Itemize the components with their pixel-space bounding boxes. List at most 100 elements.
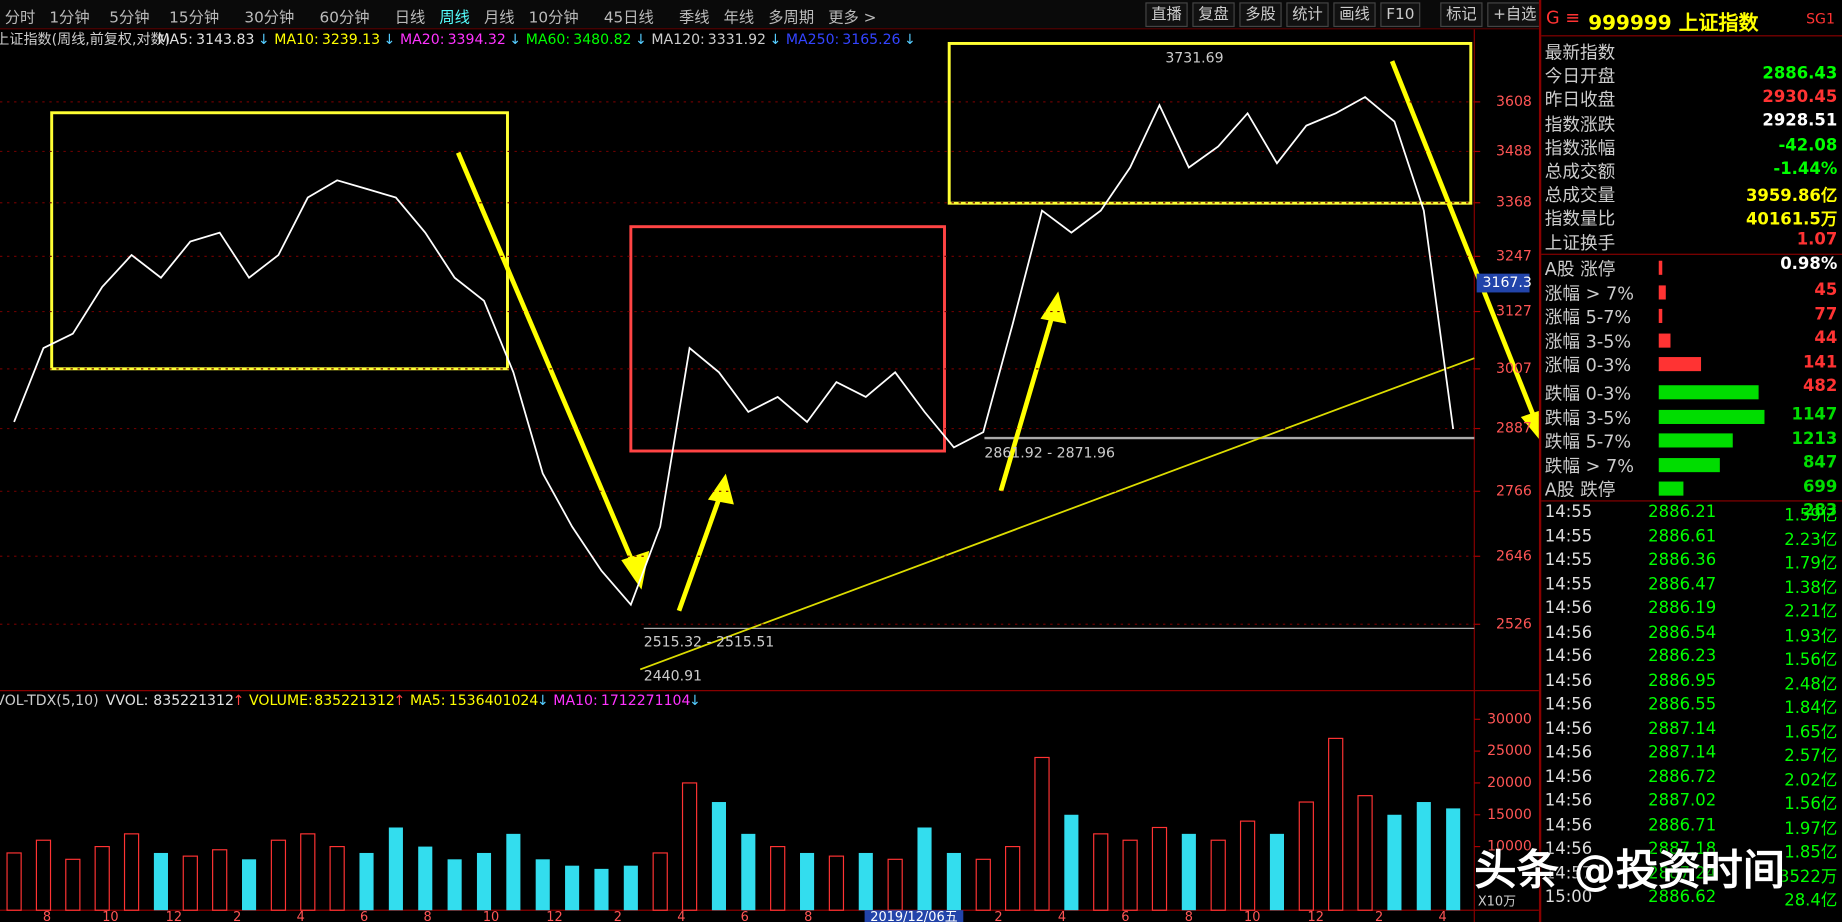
indicator-arrow: ↓: [769, 32, 781, 48]
tick-time: 14:56: [1544, 598, 1593, 618]
period-tab[interactable]: 年线: [723, 9, 755, 28]
volume-bar: [6, 852, 22, 911]
annotation: 2440.91: [644, 669, 702, 685]
tick-time: 14:56: [1544, 695, 1593, 715]
tool-button[interactable]: F10: [1380, 2, 1421, 28]
indicator-value: 1712271104: [601, 693, 691, 709]
stat-value: 2930.45: [1762, 88, 1838, 108]
x-tick-label: 4: [1438, 910, 1446, 922]
volume-bar: [418, 846, 433, 911]
volume-bar: [94, 845, 110, 911]
x-tick-label: 10: [483, 910, 499, 922]
period-tab[interactable]: 30分钟: [244, 9, 295, 28]
x-tick-label: 4: [677, 910, 685, 922]
tool-button[interactable]: 标记: [1440, 2, 1483, 28]
volume-bar: [946, 852, 961, 911]
indicator-arrow: ↓: [635, 32, 647, 48]
breadth-row: A股 跌停 283: [1545, 477, 1838, 521]
tool-button[interactable]: 统计: [1286, 2, 1329, 28]
indicator-value: 3394.32: [448, 32, 506, 48]
volume-bar: [917, 827, 932, 911]
stat-value: -1.44%: [1773, 159, 1838, 179]
tick-price: 2886.61: [1648, 526, 1717, 546]
indicator-value: 3143.83: [196, 32, 254, 48]
period-tab[interactable]: 月线: [483, 9, 515, 28]
tick-amount: 1.56亿: [1784, 650, 1838, 670]
y-tick-label: 3488: [1496, 143, 1532, 159]
indicator-value: 3331.92: [708, 32, 766, 48]
x-tick-label: 6: [741, 910, 749, 922]
period-tab[interactable]: 5分钟: [109, 9, 150, 28]
highlight-box: [50, 111, 509, 371]
y-tick-label: 2766: [1496, 483, 1532, 499]
indicator-arrow: ↓: [904, 32, 916, 48]
volume-bar: [770, 845, 786, 911]
breadth-value: 141: [1802, 353, 1838, 373]
menu-mark: G ≡: [1545, 7, 1581, 29]
volume-bar: [711, 802, 726, 911]
toolbar: 分时 1分钟 5分钟 15分钟 30分钟 60分钟 日线 周线 月线 10分钟 45日线 季线 年线 多周…: [0, 0, 1590, 30]
stat-value: 3959.86亿: [1745, 186, 1838, 206]
tick-price: 2886.54: [1648, 623, 1717, 642]
breadth-bar: [1658, 482, 1684, 497]
stat-row: 上证换手 0.98%: [1545, 230, 1838, 273]
volume-bar: [1446, 808, 1461, 911]
period-tab[interactable]: 60分钟: [319, 9, 370, 28]
stat-row: 昨日收盘 2928.51: [1545, 87, 1838, 131]
indicator-arrow: ↓: [509, 32, 521, 48]
tick-amount: 1.59亿: [1784, 506, 1838, 526]
volume-bar: [476, 852, 492, 911]
breadth-value: 1147: [1791, 405, 1838, 424]
period-tab[interactable]: 10分钟: [528, 9, 579, 28]
y-tick-label: 30000: [1487, 711, 1532, 727]
volume-bar: [447, 859, 462, 911]
volume-bar: [388, 827, 403, 911]
tool-button[interactable]: +自选: [1487, 2, 1543, 28]
volume-bar: [123, 833, 140, 911]
period-tab[interactable]: 45日线: [603, 9, 654, 28]
y-tick-label: 3368: [1496, 195, 1532, 211]
stat-row: 今日开盘 2930.45: [1544, 64, 1838, 107]
tick-price: 2887.24: [1648, 863, 1717, 883]
breadth-label: 跌幅 0-3%: [1544, 382, 1632, 405]
volume-bar: [1004, 845, 1021, 911]
stat-label: 今日开盘: [1544, 65, 1616, 88]
tool-button[interactable]: 多股: [1239, 2, 1282, 28]
indicator-arrow: ↓: [384, 32, 396, 48]
volume-bar: [212, 849, 228, 911]
period-tab[interactable]: 多周期: [768, 9, 815, 28]
tick-amount: 28.4亿: [1784, 891, 1838, 911]
tool-button[interactable]: 直播: [1145, 2, 1188, 28]
indicator-arrow: ↓: [537, 693, 549, 709]
x-tick-label: 6: [360, 910, 368, 922]
stat-value: 1.07: [1796, 230, 1838, 250]
x-tick-label: 2: [1375, 910, 1383, 922]
stat-row: 指数涨跌 -42.08: [1545, 111, 1838, 154]
stat-value: 2928.51: [1762, 112, 1838, 131]
indicator-name: VOLUME:: [249, 693, 313, 709]
period-tab[interactable]: 日线: [394, 9, 426, 28]
tool-button[interactable]: 复盘: [1192, 2, 1235, 28]
breadth-row: A股 涨停 45: [1545, 256, 1838, 299]
period-tab[interactable]: 1分钟: [49, 9, 90, 28]
stat-row: 指数涨幅 -1.44%: [1544, 135, 1838, 178]
period-tab[interactable]: 15分钟: [169, 9, 220, 28]
tool-button[interactable]: 画线: [1333, 2, 1376, 28]
period-tab[interactable]: 周线: [439, 9, 470, 28]
x-tick-label: 2: [614, 910, 622, 922]
tick-time: 14:55: [1544, 574, 1593, 594]
period-tab[interactable]: 更多 >: [828, 9, 877, 28]
stat-row: 最新指数 2886.43: [1545, 40, 1838, 83]
period-tab[interactable]: 季线: [679, 9, 710, 28]
tick-time: 14:55: [1544, 526, 1593, 546]
breadth-row: 跌幅 3-5% 1213: [1545, 405, 1838, 448]
tick-price: 2887.18: [1648, 839, 1717, 859]
x-tick-label: 10: [102, 910, 118, 922]
breadth-label: 涨幅 0-3%: [1544, 355, 1632, 377]
volume-bar: [65, 858, 81, 911]
tick-amount: 2.57亿: [1784, 746, 1838, 766]
stat-label: 指数涨幅: [1544, 137, 1616, 159]
indicator-arrow: ↑: [233, 693, 245, 709]
indicator-name: MA250:: [786, 32, 839, 48]
period-tab[interactable]: 分时: [4, 9, 36, 28]
